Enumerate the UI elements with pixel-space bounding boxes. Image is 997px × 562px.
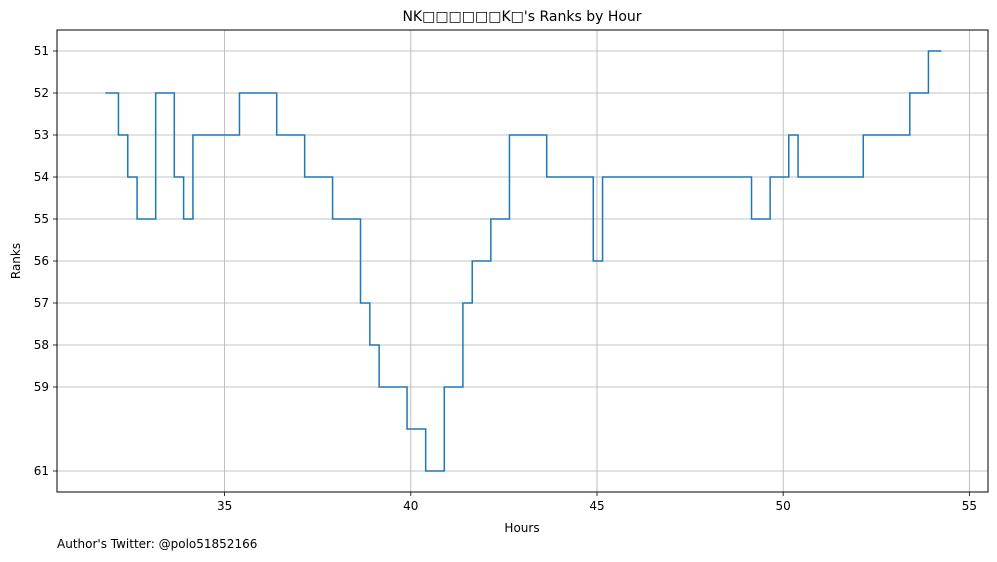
y-tick-label: 55 — [34, 212, 49, 226]
y-axis-label: Ranks — [9, 243, 23, 279]
x-tick-label: 45 — [589, 499, 604, 513]
x-tick-label: 55 — [962, 499, 977, 513]
y-tick-label: 58 — [34, 338, 49, 352]
y-tick-label: 61 — [34, 464, 49, 478]
x-tick-label: 35 — [217, 499, 232, 513]
grid — [57, 30, 988, 492]
y-tick-label: 56 — [34, 254, 49, 268]
x-axis-label: Hours — [504, 521, 539, 535]
y-tick-label: 59 — [34, 380, 49, 394]
x-tick-label: 40 — [403, 499, 418, 513]
y-tick-label: 57 — [34, 296, 49, 310]
y-tick-label: 54 — [34, 170, 49, 184]
y-tick-label: 53 — [34, 128, 49, 142]
author-credit: Author's Twitter: @polo51852166 — [57, 537, 257, 551]
y-tick-label: 52 — [34, 86, 49, 100]
y-tick-label: 51 — [34, 44, 49, 58]
ticks: 35 40 45 50 55 51 52 53 54 55 56 57 58 59 61 — [34, 44, 977, 513]
x-tick-label: 50 — [776, 499, 791, 513]
chart-title: NK□□□□□□K□'s Ranks by Hour — [402, 9, 641, 25]
